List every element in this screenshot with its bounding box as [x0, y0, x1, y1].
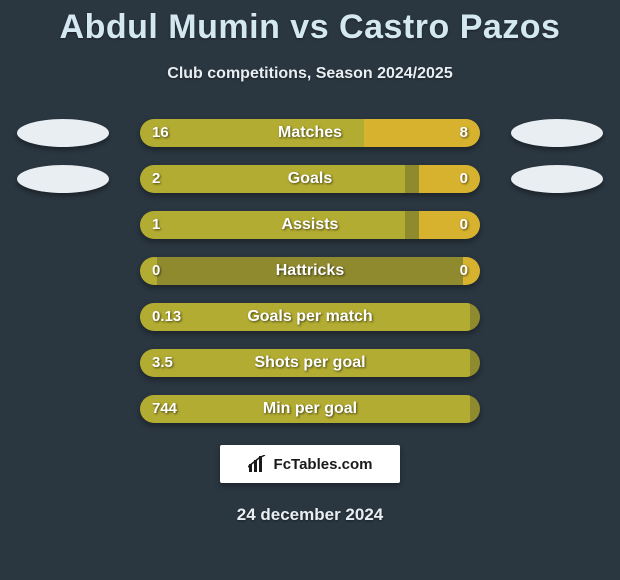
team-logo-left: [8, 165, 118, 193]
stat-label: Min per goal: [140, 395, 480, 423]
stat-label: Matches: [140, 119, 480, 147]
footer-date: 24 december 2024: [0, 505, 620, 525]
stat-label: Shots per goal: [140, 349, 480, 377]
brand-box: FcTables.com: [220, 445, 400, 483]
brand-text: FcTables.com: [274, 456, 373, 473]
logo-placeholder-oval: [17, 119, 109, 147]
team-logo-right: [502, 119, 612, 147]
stats-container: 168Matches 20Goals 10Assists 00Hattricks 0.1…: [0, 119, 620, 423]
logo-placeholder-oval: [511, 165, 603, 193]
stat-label: Assists: [140, 211, 480, 239]
logo-placeholder-oval: [511, 119, 603, 147]
stat-row: 20Goals: [0, 165, 620, 193]
logo-placeholder-oval: [17, 165, 109, 193]
stat-row: 3.5Shots per goal: [0, 349, 620, 377]
stat-label: Goals per match: [140, 303, 480, 331]
bar-chart-icon: [248, 455, 268, 473]
stat-row: 744Min per goal: [0, 395, 620, 423]
page-title: Abdul Mumin vs Castro Pazos: [0, 0, 620, 47]
stat-row: 10Assists: [0, 211, 620, 239]
page-subtitle: Club competitions, Season 2024/2025: [0, 65, 620, 83]
stat-label: Hattricks: [140, 257, 480, 285]
team-logo-right: [502, 165, 612, 193]
stat-row: 0.13Goals per match: [0, 303, 620, 331]
stat-row: 00Hattricks: [0, 257, 620, 285]
stat-row: 168Matches: [0, 119, 620, 147]
stat-label: Goals: [140, 165, 480, 193]
team-logo-left: [8, 119, 118, 147]
